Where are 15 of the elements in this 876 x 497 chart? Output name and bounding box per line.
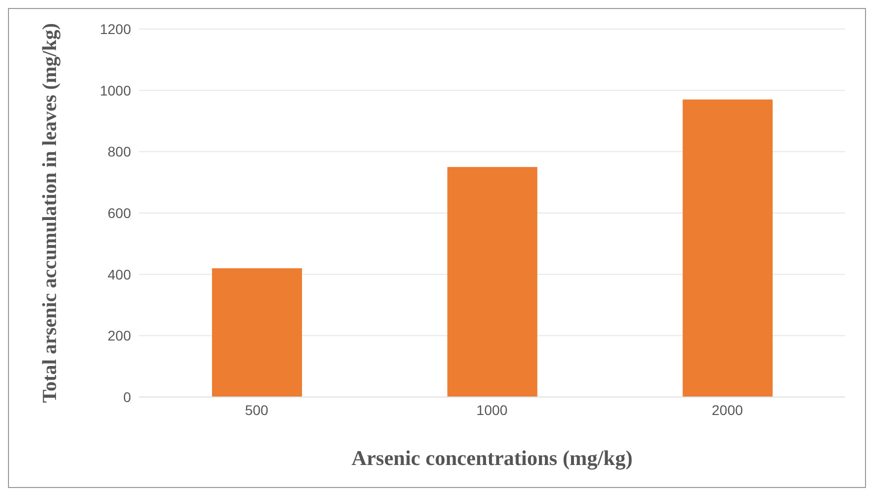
y-tick-label: 800 — [108, 144, 132, 160]
bar — [447, 167, 538, 397]
y-tick-label: 600 — [108, 204, 132, 221]
x-tick-label: 500 — [244, 402, 269, 418]
y-axis-title: Total arsenic accumulation in leaves (mg/kg) — [39, 23, 62, 403]
x-axis-title: Arsenic concentrations (mg/kg) — [351, 446, 633, 470]
x-tick-label: 2000 — [712, 402, 744, 418]
y-tick-label: 0 — [123, 388, 132, 405]
y-tick-label: 1200 — [100, 20, 132, 37]
y-tick-label: 1000 — [100, 82, 132, 98]
y-tick-label: 400 — [108, 266, 132, 282]
bar — [682, 100, 773, 397]
x-tick-label: 1000 — [476, 402, 508, 418]
y-tick-label: 200 — [108, 328, 132, 344]
bar — [212, 268, 302, 397]
